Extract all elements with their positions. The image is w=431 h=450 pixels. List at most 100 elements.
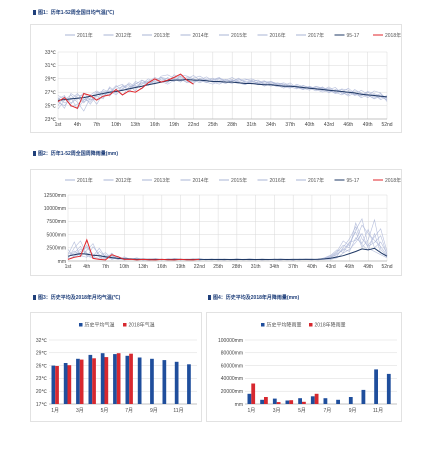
legend-label: 2012年: [116, 32, 132, 39]
legend-label: 2018年: [385, 32, 401, 39]
x-tick-label: 34th: [266, 122, 276, 128]
bar-2018年气温-4月: [92, 358, 96, 404]
legend-label: 2018年降雨量: [315, 322, 346, 329]
y-tick-label: 20000mm: [221, 389, 243, 395]
y-tick-label: 60000mm: [221, 363, 243, 369]
legend-label: 2014年: [193, 177, 209, 184]
legend-label: 95-17: [347, 178, 360, 184]
y-tick-label: 80000mm: [221, 351, 243, 357]
x-tick-label: 37th: [288, 264, 298, 270]
series-line-2012年: [67, 225, 388, 261]
series-line-2016年: [67, 217, 388, 261]
bar-2018年气温-2月: [67, 365, 72, 404]
x-tick-label: 7th: [102, 264, 109, 270]
legend-label: 2011年: [77, 32, 93, 39]
x-tick-label: 22nd: [194, 264, 205, 270]
bar-历史平均降雨量-2月: [260, 399, 264, 404]
x-tick-label: 13th: [131, 122, 141, 128]
monthly-rain-chart: mm 20000mm 40000mm 60000mm 80000mm 100000mm 1月…: [218, 322, 397, 414]
y-tick-label: 27℃: [45, 90, 57, 96]
bar-2018年气温-1月: [55, 366, 59, 404]
y-tick-label: 23℃: [45, 117, 57, 123]
x-tick-label: 25th: [213, 264, 223, 270]
y-tick-label: 23℃: [36, 376, 48, 382]
x-tick-label: 7月: [323, 408, 331, 414]
x-tick-label: 5月: [101, 408, 109, 414]
bar-历史平均降雨量-4月: [285, 400, 290, 404]
x-tick-label: 10th: [111, 122, 121, 128]
legend-label: 2016年: [270, 32, 286, 39]
x-tick-label: 4th: [83, 264, 90, 270]
bar-2018年降雨量-3月: [276, 402, 281, 404]
bar-2018年气温-7月: [129, 353, 133, 404]
y-tick-label: 2500mm: [47, 246, 66, 252]
monthly-temp-chart: 17℃ 20℃ 23℃ 26℃ 29℃ 32℃ 1月 3月 5月 7月 9月 11月 历史平均气温 201…: [36, 322, 197, 414]
bar-历史平均气温-10月: [162, 360, 167, 404]
x-tick-label: 49th: [363, 122, 373, 128]
legend-swatch: [309, 323, 313, 327]
section-title-text: 图3：历史平均及2018年月均气温(℃): [38, 295, 121, 301]
series-line-2018年: [57, 73, 194, 109]
bar-历史平均气温-2月: [63, 363, 68, 404]
x-tick-label: 37th: [285, 122, 295, 128]
bar-2018年降雨量-4月: [289, 400, 294, 404]
y-tick-label: 5000mm: [47, 232, 66, 238]
bar-历史平均气温-12月: [187, 364, 191, 404]
y-tick-label: 33℃: [45, 50, 57, 56]
bar-历史平均降雨量-5月: [298, 398, 302, 404]
x-tick-label: 19th: [169, 122, 179, 128]
y-tick-label: 25℃: [45, 103, 57, 109]
y-tick-label: 26℃: [36, 363, 48, 369]
legend-label: 2015年: [231, 32, 247, 39]
bar-历史平均气温-7月: [125, 355, 130, 404]
title-bar-icon: [208, 295, 211, 301]
y-tick-label: 29℃: [36, 351, 48, 357]
y-tick-label: 10000mm: [44, 206, 66, 212]
legend-label: 2013年: [154, 177, 170, 184]
bar-历史平均气温-4月: [88, 354, 93, 404]
chart-panel-monthly-temp: 17℃ 20℃ 23℃ 26℃ 29℃ 32℃ 1月 3月 5月 7月 9月 11月 历史平均气温 201…: [30, 312, 202, 422]
bar-历史平均气温-5月: [100, 353, 105, 404]
x-tick-label: 1月: [51, 408, 59, 414]
legend-label: 历史平均降雨量: [267, 322, 302, 329]
x-tick-label: 9月: [349, 408, 357, 414]
section-title-text: 图4：历史平均及2018年月降雨量(mm): [213, 295, 300, 301]
x-tick-label: 7月: [125, 408, 133, 414]
weekly-rain-chart: mm 2500mm 5000mm 7500mm 10000mm 12500mm 1st 4th…: [44, 177, 401, 270]
legend-label: 2018年气温: [129, 322, 155, 329]
bar-历史平均降雨量-1月: [247, 393, 252, 404]
legend-swatch: [79, 323, 83, 327]
bar-历史平均气温-9月: [150, 358, 154, 404]
x-tick-label: 52nd: [381, 122, 392, 128]
bar-历史平均气温-6月: [113, 354, 117, 404]
x-tick-label: 3月: [273, 408, 281, 414]
bar-历史平均降雨量-3月: [272, 398, 277, 404]
x-tick-label: 10th: [119, 264, 129, 270]
x-tick-label: 46th: [345, 264, 355, 270]
x-tick-label: 3月: [76, 408, 84, 414]
x-tick-label: 31th: [251, 264, 261, 270]
legend-label: 历史平均气温: [85, 322, 115, 329]
bar-2018年降雨量-6月: [314, 393, 319, 404]
y-tick-label: mm: [58, 259, 66, 265]
legend-label: 2016年: [270, 177, 286, 184]
series-line-2016年: [57, 74, 388, 109]
series-line-2018年: [67, 238, 200, 261]
x-tick-label: 1st: [65, 264, 72, 270]
legend-label: 2015年: [231, 177, 247, 184]
series-line-2014年: [57, 75, 388, 104]
x-tick-label: 49th: [363, 264, 373, 270]
y-tick-label: mm: [235, 402, 243, 408]
bar-历史平均降雨量-8月: [336, 399, 340, 404]
bar-2018年降雨量-5月: [302, 401, 306, 404]
bar-2018年气温-5月: [104, 357, 109, 404]
x-tick-label: 43rd: [324, 122, 334, 128]
legend-label: 2017年: [308, 177, 324, 184]
bar-历史平均降雨量-10月: [361, 389, 366, 404]
chart-panel-weekly-temp: 23℃ 25℃ 27℃ 29℃ 31℃ 33℃ 1st 4th 7th 10th 13th 16th 1…: [30, 24, 402, 133]
weekly-temp-chart: 23℃ 25℃ 27℃ 29℃ 31℃ 33℃ 1st 4th 7th 10th 13th 16th 1…: [45, 32, 401, 128]
section-title-rain-weekly: 图2：历年1-52周全国周降雨量(mm): [33, 151, 118, 157]
y-tick-label: 17℃: [36, 402, 48, 408]
x-tick-label: 46th: [343, 122, 353, 128]
